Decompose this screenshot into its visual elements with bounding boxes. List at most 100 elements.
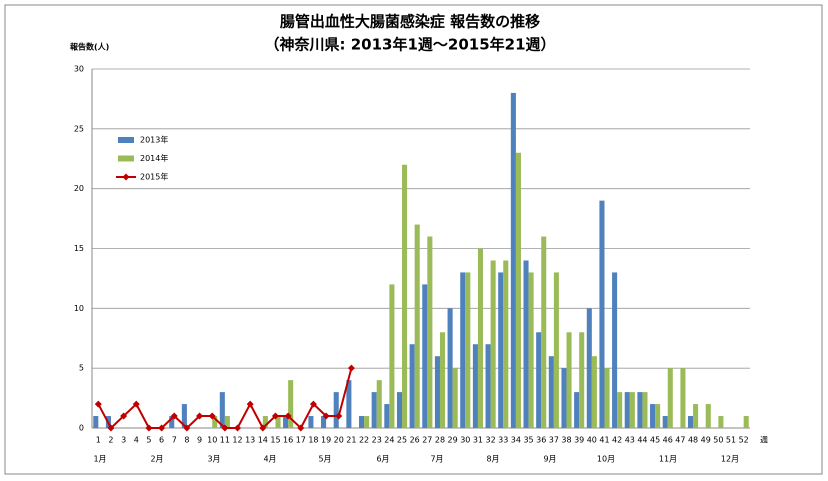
- bar: [574, 392, 580, 428]
- x-tick-label: 42: [612, 436, 622, 445]
- bar: [364, 416, 370, 428]
- marker: [347, 364, 355, 372]
- x-tick-label: 11: [220, 436, 230, 445]
- marker: [170, 412, 178, 420]
- marker: [335, 412, 343, 420]
- x-tick-label: 4: [134, 436, 139, 445]
- y-axis-label: 報告数(人): [70, 42, 109, 52]
- bar: [498, 272, 504, 428]
- x-tick-label: 12: [232, 436, 242, 445]
- marker: [271, 412, 279, 420]
- bar: [536, 332, 542, 428]
- legend-label: 2014年: [140, 153, 168, 163]
- bar: [376, 380, 382, 428]
- bar: [93, 416, 99, 428]
- x-tick-label: 13: [245, 436, 255, 445]
- chart-title: 腸管出血性大腸菌感染症 報告数の推移: [280, 13, 540, 31]
- bar: [371, 392, 377, 428]
- x-tick-label: 19: [321, 436, 331, 445]
- bar: [384, 404, 390, 428]
- bar: [642, 392, 648, 428]
- bar: [655, 404, 661, 428]
- bar: [591, 356, 597, 428]
- bar: [586, 308, 592, 428]
- bar: [414, 224, 420, 428]
- bar: [579, 332, 585, 428]
- marker: [259, 424, 267, 432]
- bar: [662, 416, 668, 428]
- marker: [132, 400, 140, 408]
- y-tick-label: 25: [74, 124, 84, 133]
- y-tick-label: 5: [79, 364, 84, 373]
- bar: [219, 392, 225, 428]
- marker: [196, 412, 204, 420]
- bar: [515, 152, 521, 428]
- marker: [208, 412, 216, 420]
- bar: [439, 332, 446, 428]
- bar: [389, 284, 395, 428]
- x-tick-label: 48: [688, 436, 698, 445]
- bar: [553, 272, 559, 428]
- x-tick-label: 18: [308, 436, 318, 445]
- bar: [629, 392, 635, 428]
- bar: [485, 344, 491, 428]
- x-tick-label: 10: [207, 436, 217, 445]
- x-tick-label: 44: [637, 436, 647, 445]
- month-label: 8月: [486, 455, 499, 464]
- y-tick-label: 30: [74, 65, 84, 74]
- x-tick-label: 35: [523, 436, 533, 445]
- bar: [434, 356, 440, 428]
- x-tick-label: 27: [422, 436, 432, 445]
- x-tick-label: 29: [448, 436, 458, 445]
- bar: [262, 416, 268, 428]
- x-tick-label: 2: [108, 436, 113, 445]
- bar: [169, 416, 175, 428]
- month-label: 7月: [430, 455, 443, 464]
- legend-label: 2013年: [140, 135, 168, 145]
- x-tick-label: 1: [96, 436, 101, 445]
- bar: [637, 392, 643, 428]
- x-tick-label: 28: [435, 436, 445, 445]
- bar: [604, 368, 610, 428]
- legend-swatch: [118, 155, 134, 162]
- x-tick-label: 38: [561, 436, 571, 445]
- legend-marker: [122, 173, 130, 181]
- bar: [460, 272, 466, 428]
- month-label: 10月: [597, 455, 615, 464]
- bar: [288, 380, 294, 428]
- marker: [145, 424, 153, 432]
- bar: [680, 368, 686, 428]
- bar: [224, 416, 230, 428]
- month-label: 4月: [263, 455, 276, 464]
- bar: [283, 416, 289, 428]
- bar: [693, 404, 699, 428]
- marker: [322, 412, 330, 420]
- marker: [158, 424, 166, 432]
- bar: [321, 416, 327, 428]
- month-label: 11月: [659, 455, 677, 464]
- bar: [687, 416, 694, 428]
- bar: [523, 260, 529, 428]
- bar: [422, 284, 428, 428]
- x-tick-label: 45: [650, 436, 660, 445]
- bar: [743, 416, 749, 428]
- marker: [234, 424, 242, 432]
- x-tick-label: 31: [473, 436, 483, 445]
- y-tick-label: 10: [74, 304, 84, 313]
- x-tick-label: 5: [146, 436, 151, 445]
- x-tick-label: 52: [739, 436, 749, 445]
- x-tick-label: 6: [159, 436, 164, 445]
- y-tick-label: 15: [74, 244, 84, 253]
- x-tick-label: 14: [258, 436, 268, 445]
- x-tick-label: 23: [372, 436, 382, 445]
- marker: [297, 424, 305, 432]
- x-tick-label: 39: [574, 436, 584, 445]
- x-tick-label: 9: [197, 436, 202, 445]
- bar: [650, 404, 656, 428]
- bar: [402, 164, 408, 428]
- bar: [705, 404, 711, 428]
- bar: [490, 260, 496, 428]
- month-label: 6月: [376, 455, 389, 464]
- x-tick-label: 37: [549, 436, 559, 445]
- marker: [120, 412, 128, 420]
